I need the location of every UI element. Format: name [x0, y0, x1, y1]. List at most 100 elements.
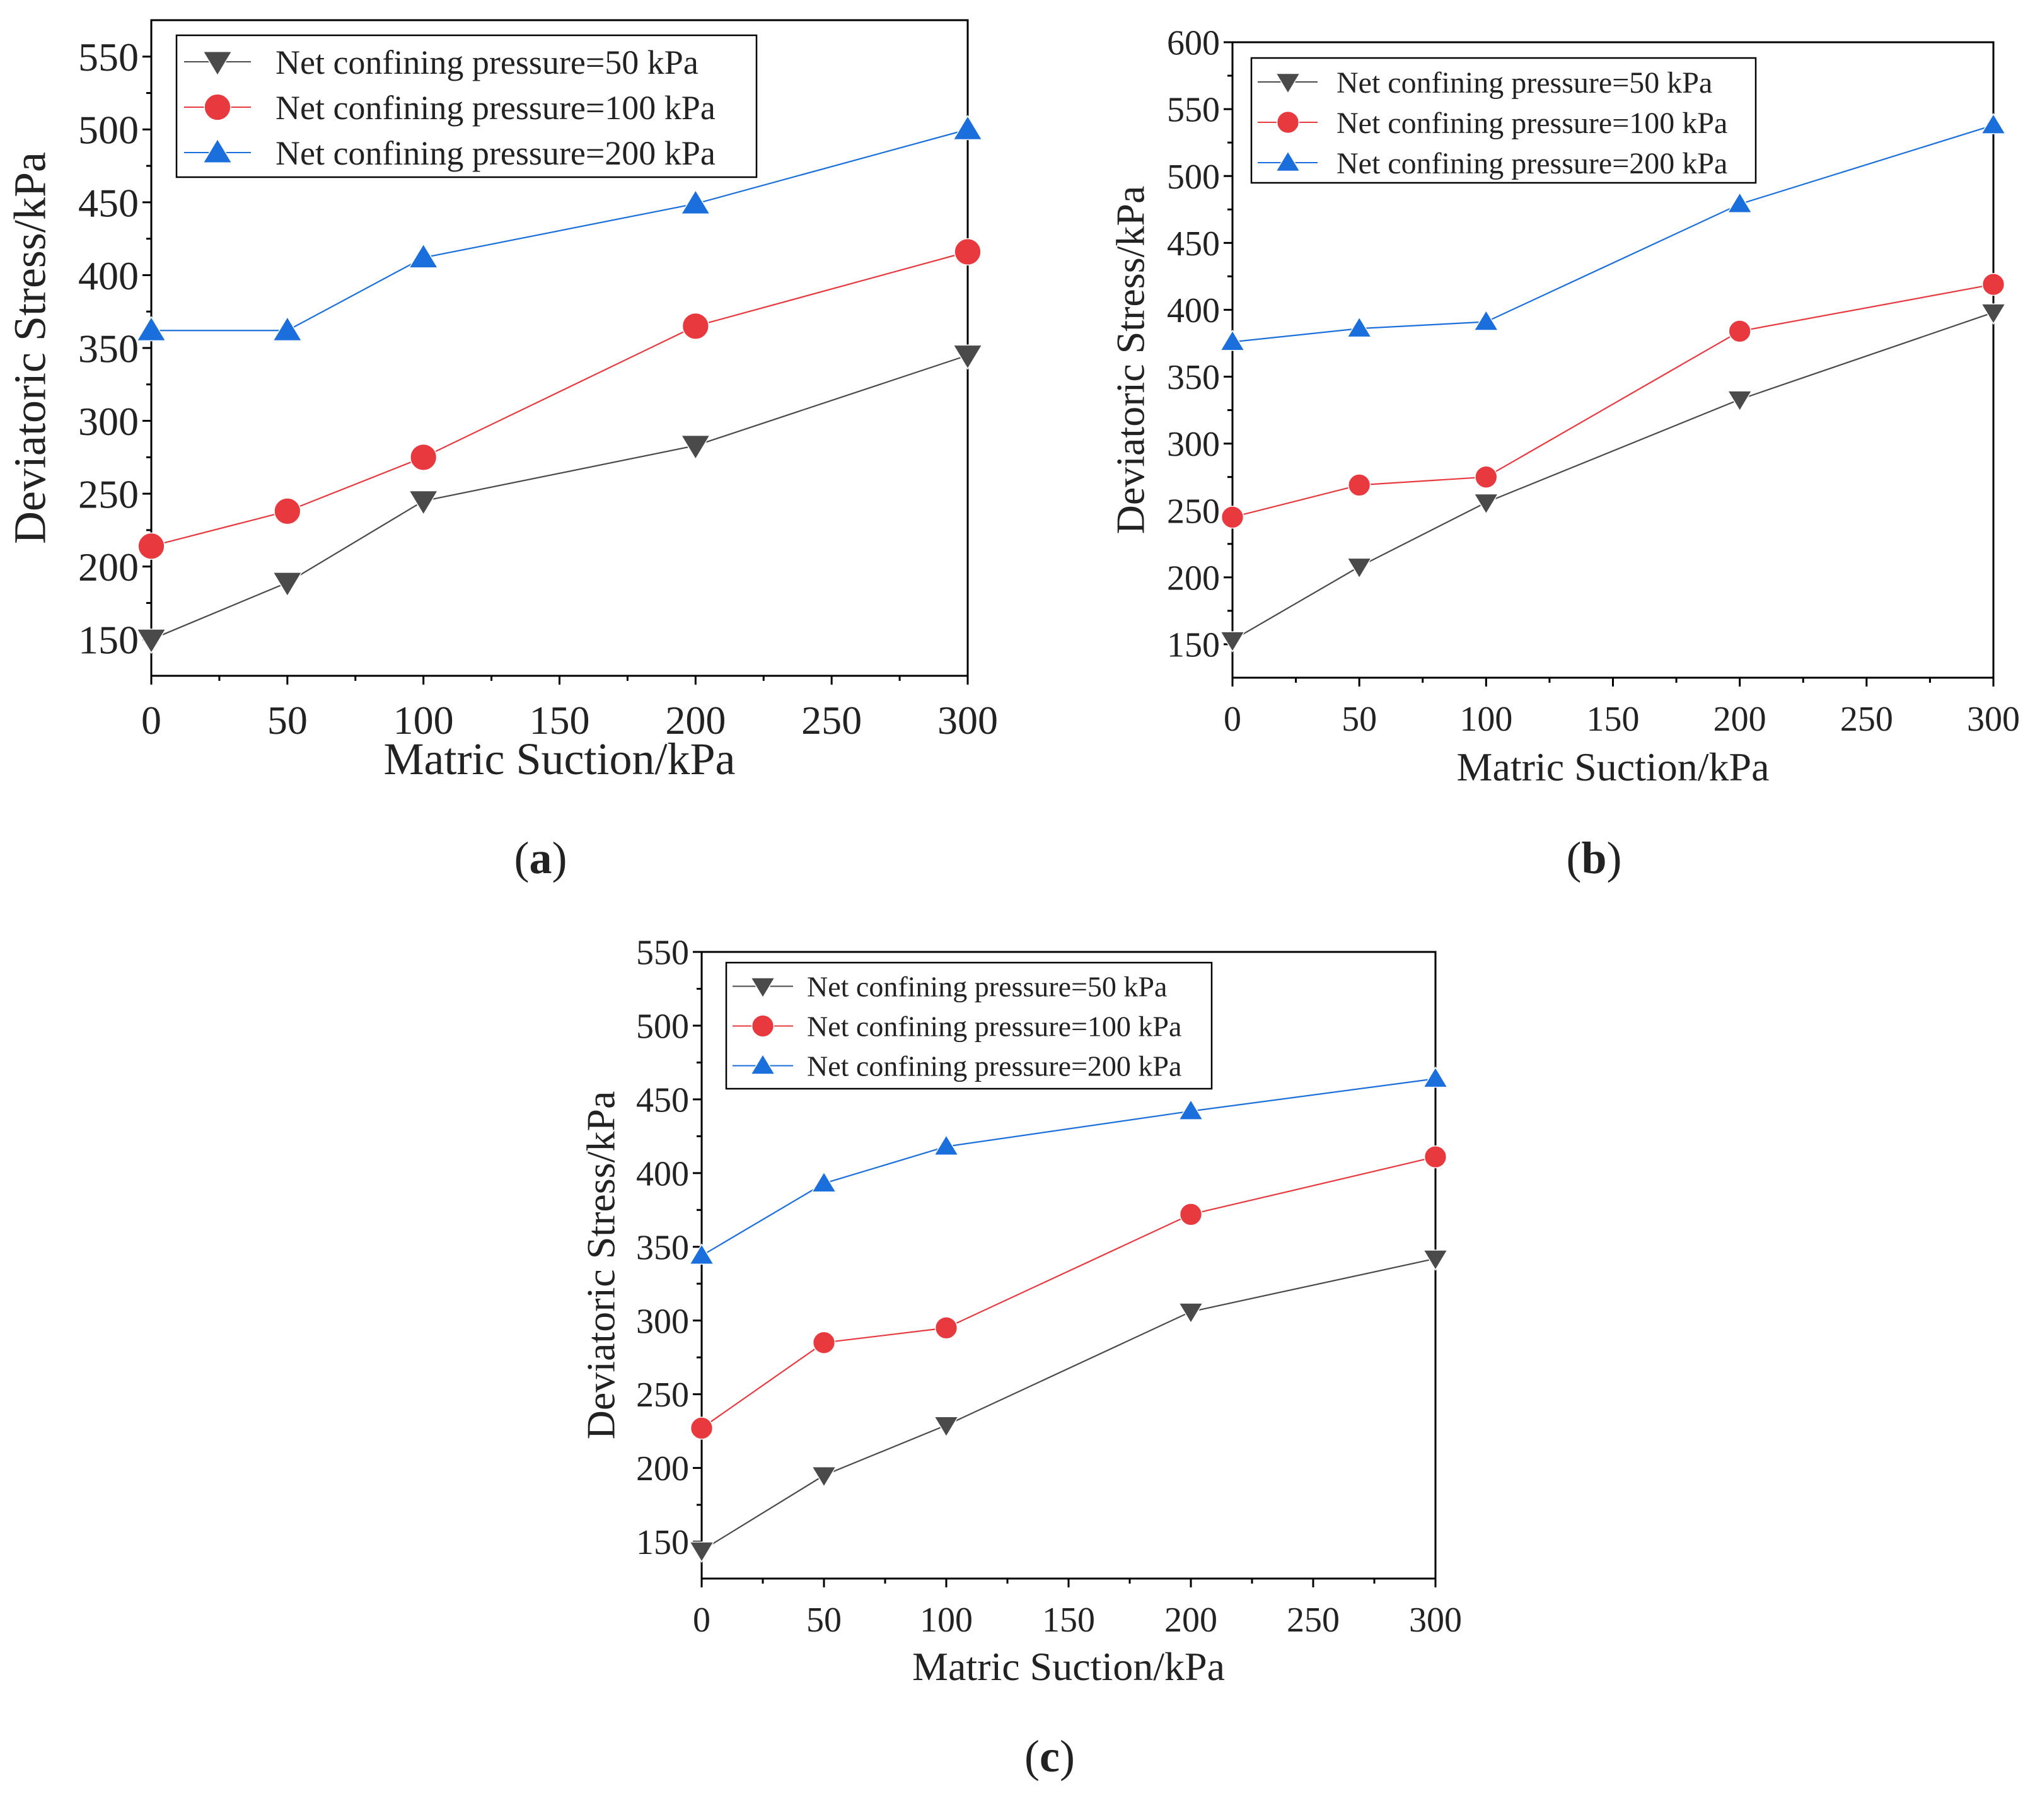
panel-label: (c) — [1024, 1731, 1075, 1782]
panel-label-open: ( — [514, 833, 530, 883]
legend-marker — [750, 1053, 776, 1075]
chart-panel-c: 0 50 100 150 200 250 300 150 200 250 300 350 400 450 5… — [579, 934, 1462, 1782]
data-point — [136, 629, 167, 654]
legend-box — [1250, 57, 1757, 184]
y-tick-label: 550 — [1167, 91, 1220, 130]
x-tick-label: 200 — [1713, 700, 1766, 739]
data-point — [272, 316, 303, 342]
data-point — [1980, 113, 2007, 134]
data-point — [688, 1243, 715, 1265]
legend: Net confining pressure=50 kPa Net confini… — [1250, 57, 1757, 184]
panel-label: (b) — [1566, 833, 1621, 883]
data-point — [934, 1316, 958, 1340]
y-tick-label: 250 — [78, 472, 139, 517]
series-1 — [136, 344, 983, 654]
panel-label-open: ( — [1024, 1731, 1040, 1782]
data-point — [1179, 1203, 1203, 1226]
legend-marker — [1275, 150, 1301, 172]
data-point — [680, 189, 711, 215]
y-tick-label: 350 — [78, 326, 139, 371]
series-1 — [1219, 303, 2007, 653]
data-point — [1422, 1066, 1449, 1088]
data-point — [952, 344, 983, 370]
panel-label-letter: c — [1040, 1731, 1060, 1782]
y-axis-label: Deviatoric Stress/kPa — [5, 152, 55, 544]
y-tick-label: 150 — [78, 618, 139, 663]
chart-panel-b: 0 50 100 150 200 250 300 150 200 250 300 350 400 450 5… — [1108, 24, 2020, 883]
y-tick-label: 550 — [78, 35, 139, 79]
data-point — [933, 1416, 960, 1438]
series-2 — [137, 238, 982, 560]
series-3 — [1219, 113, 2007, 351]
data-point — [1346, 316, 1372, 338]
data-point — [954, 238, 982, 266]
series-line — [151, 251, 968, 547]
legend-marker — [204, 93, 231, 121]
panel-label: (a) — [514, 833, 567, 883]
data-point — [274, 497, 301, 525]
data-point — [681, 312, 709, 340]
series-line — [701, 1258, 1436, 1551]
series-3 — [688, 1066, 1449, 1265]
series-line — [1232, 311, 1994, 641]
legend-box — [175, 34, 758, 178]
y-tick-label: 450 — [1167, 224, 1220, 264]
data-point — [1219, 631, 1246, 653]
series-1 — [688, 1249, 1449, 1563]
x-tick-label: 150 — [530, 698, 590, 743]
legend-marker — [750, 977, 776, 999]
data-point — [408, 243, 439, 269]
x-tick-label: 250 — [1840, 700, 1893, 739]
data-point — [410, 443, 438, 471]
series-2 — [690, 1145, 1447, 1440]
legend-marker — [751, 1014, 775, 1038]
x-tick-label: 50 — [267, 698, 308, 743]
y-tick-label: 500 — [1167, 158, 1220, 197]
data-point — [812, 1331, 836, 1354]
legend-marker — [202, 137, 233, 163]
data-point — [1422, 1249, 1449, 1271]
x-axis-label: Matric Suction/kPa — [384, 734, 736, 784]
data-point — [1728, 320, 1751, 343]
x-tick-label: 300 — [937, 698, 998, 743]
y-tick-label: 400 — [78, 253, 139, 298]
legend-marker — [1275, 72, 1301, 95]
data-point — [688, 1541, 715, 1563]
legend: Net confining pressure=50 kPa Net confini… — [175, 34, 758, 178]
x-tick-label: 150 — [1042, 1601, 1095, 1640]
series-line — [1232, 284, 1994, 518]
panel-label-close: ) — [552, 833, 567, 883]
legend-label: Net confining pressure=100 kPa — [275, 89, 716, 127]
y-tick-label: 200 — [1167, 559, 1220, 598]
y-tick-label: 350 — [636, 1228, 689, 1267]
legend-label: Net confining pressure=200 kPa — [807, 1050, 1181, 1082]
series-line — [701, 1156, 1436, 1429]
x-tick-label: 0 — [141, 698, 161, 743]
data-point — [1473, 493, 1499, 515]
data-point — [1981, 272, 2005, 296]
data-point — [1348, 473, 1371, 497]
y-tick-label: 600 — [1167, 24, 1220, 63]
data-point — [1346, 557, 1372, 579]
y-tick-label: 300 — [1167, 425, 1220, 464]
y-tick-label: 500 — [636, 1007, 689, 1046]
y-tick-label: 300 — [78, 399, 139, 444]
data-point — [1980, 303, 2007, 325]
x-tick-label: 200 — [1164, 1601, 1217, 1640]
y-tick-label: 350 — [1167, 358, 1220, 397]
y-axis-label: Deviatoric Stress/kPa — [579, 1091, 623, 1440]
legend: Net confining pressure=50 kPa Net confini… — [725, 961, 1213, 1090]
x-tick-label: 300 — [1409, 1601, 1462, 1640]
legend-label: Net confining pressure=200 kPa — [275, 134, 716, 172]
panel-label-letter: b — [1581, 833, 1606, 883]
data-point — [1423, 1145, 1447, 1169]
data-point — [1220, 506, 1244, 529]
data-point — [690, 1417, 714, 1440]
panel-label-close: ) — [1607, 833, 1622, 883]
y-tick-label: 450 — [636, 1081, 689, 1120]
data-point — [680, 434, 711, 460]
y-tick-label: 200 — [78, 545, 139, 589]
legend-label: Net confining pressure=50 kPa — [807, 971, 1167, 1003]
x-tick-label: 50 — [1342, 700, 1377, 739]
